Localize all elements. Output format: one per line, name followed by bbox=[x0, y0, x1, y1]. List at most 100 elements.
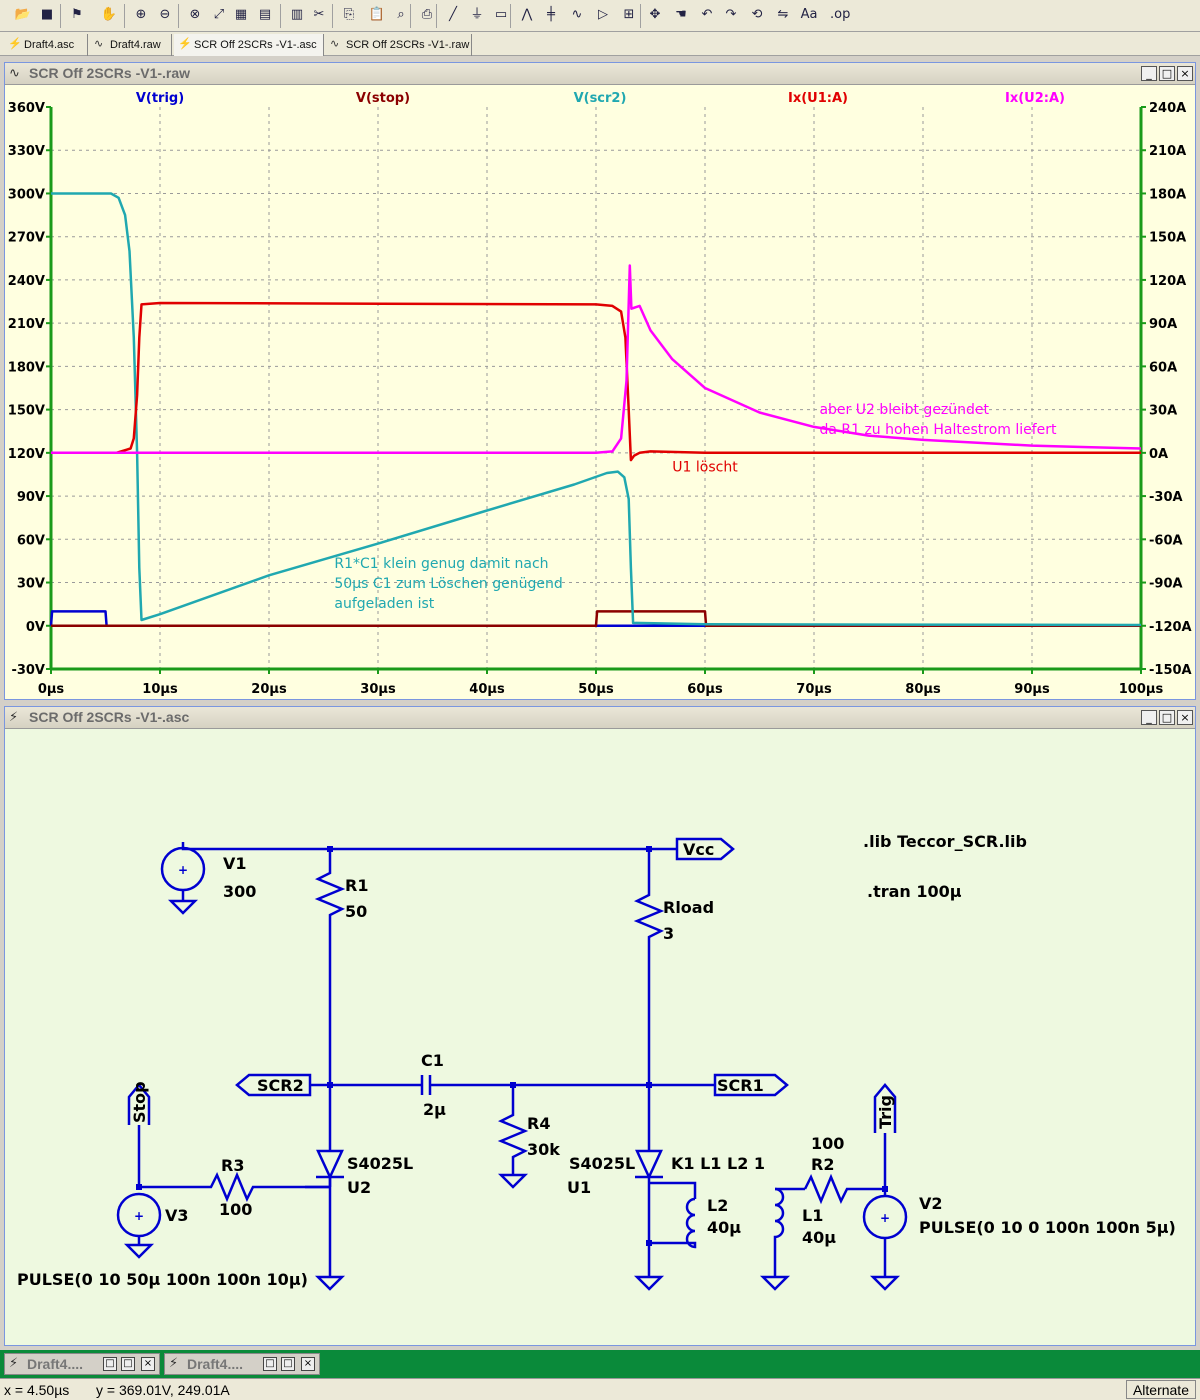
waveform-chart[interactable]: 0µs 10µs 20µs 30µs 40µs 50µs 60µs 70µs 80µs 90µs 1… bbox=[5, 85, 1195, 699]
toolbar-separator bbox=[436, 4, 437, 28]
ground-icon[interactable]: ⏚ bbox=[470, 7, 484, 22]
r2-resistor bbox=[803, 1173, 885, 1205]
print-icon[interactable]: ⎙ bbox=[421, 7, 433, 22]
plot-area[interactable]: 0µs 10µs 20µs 30µs 40µs 50µs 60µs 70µs 80µs 90µs 1… bbox=[5, 85, 1195, 699]
save-icon[interactable]: ■ bbox=[40, 7, 54, 22]
grid-icon[interactable]: ▦ bbox=[234, 7, 248, 22]
tab-label: Draft4.raw bbox=[110, 39, 161, 51]
minimized-window-draft4[interactable]: ⚡ Draft4.... □ □ × bbox=[164, 1353, 320, 1375]
ground-icon bbox=[123, 1243, 155, 1259]
redo-icon[interactable]: ↷ bbox=[725, 7, 737, 22]
close-button[interactable]: × bbox=[141, 1357, 155, 1371]
zoom-in-icon[interactable]: ⊕ bbox=[135, 7, 147, 22]
x-tick-label: 80µs bbox=[905, 682, 941, 697]
v3-name: V3 bbox=[165, 1206, 189, 1225]
toolbar-separator bbox=[640, 4, 641, 28]
y-tick-label-left: -30V bbox=[11, 663, 45, 678]
scr2-net-text: SCR2 bbox=[257, 1076, 304, 1095]
c1-name: C1 bbox=[421, 1051, 444, 1070]
v1-polarity: + bbox=[178, 863, 188, 877]
y-tick-label-left: 0V bbox=[26, 620, 45, 635]
maximize-button[interactable]: □ bbox=[281, 1357, 295, 1371]
capacitor-icon[interactable]: ╪ bbox=[547, 7, 555, 22]
c1-value: 2µ bbox=[423, 1100, 446, 1119]
junction-dot bbox=[327, 846, 333, 852]
restore-button[interactable]: □ bbox=[103, 1357, 117, 1371]
open-icon[interactable]: 📂 bbox=[14, 7, 32, 22]
resistor-icon[interactable]: ⋀ bbox=[521, 7, 533, 22]
zoom-out-icon[interactable]: ⊖ bbox=[159, 7, 171, 22]
rload-resistor bbox=[633, 849, 665, 1151]
y-tick-label-left: 270V bbox=[8, 231, 45, 246]
ground-icon bbox=[633, 1275, 665, 1291]
schematic-icon: ⚡ bbox=[9, 1356, 19, 1371]
y-tick-label-right: -30A bbox=[1149, 490, 1183, 505]
cut-icon[interactable]: ✂ bbox=[313, 7, 325, 22]
schematic-icon: ⚡ bbox=[8, 38, 22, 50]
vcc-net-label bbox=[675, 837, 735, 861]
spice-directive-icon[interactable]: .op bbox=[830, 7, 851, 22]
minimize-button[interactable]: _ bbox=[1141, 66, 1157, 81]
text-icon[interactable]: Aa bbox=[800, 7, 818, 22]
waveform-window-title: SCR Off 2SCRs -V1-.raw bbox=[29, 65, 191, 81]
mirror-icon[interactable]: ⇋ bbox=[777, 7, 789, 22]
window-cascade-icon[interactable]: ▥ bbox=[290, 7, 304, 22]
close-button[interactable]: × bbox=[1177, 66, 1193, 81]
inductor-icon[interactable]: ∿ bbox=[571, 7, 583, 22]
tab-draft4-asc[interactable]: ⚡ Draft4.asc bbox=[4, 34, 88, 56]
tab-scr-off-raw[interactable]: ∿ SCR Off 2SCRs -V1-.raw bbox=[326, 34, 472, 56]
rload-value: 3 bbox=[663, 924, 674, 943]
y-tick-label-right: 0A bbox=[1149, 447, 1168, 462]
minimize-button[interactable]: _ bbox=[1141, 710, 1157, 725]
rotate-icon[interactable]: ⟲ bbox=[751, 7, 763, 22]
run-icon[interactable]: ⚑ bbox=[71, 7, 83, 22]
junction-dot bbox=[646, 846, 652, 852]
component-icon[interactable]: ⊞ bbox=[623, 7, 635, 22]
legend-entry: V(stop) bbox=[356, 91, 410, 106]
zoom-fit-icon[interactable]: ⊗ bbox=[189, 7, 201, 22]
close-button[interactable]: × bbox=[301, 1357, 315, 1371]
k1-directive: K1 L1 L2 1 bbox=[671, 1154, 765, 1173]
tab-scr-off-asc[interactable]: ⚡ SCR Off 2SCRs -V1-.asc bbox=[174, 34, 324, 56]
schematic-canvas[interactable]: + + + V1 300 R1 50 Rload 3 C1 2µ R4 30k … bbox=[5, 729, 1195, 1345]
chart-annotation: da R1 zu hohen Haltestrom liefert bbox=[819, 422, 1057, 438]
ground-icon bbox=[759, 1275, 791, 1291]
minimized-window-draft4[interactable]: ⚡ Draft4.... □ □ × bbox=[4, 1353, 160, 1375]
drag-icon[interactable]: ☚ bbox=[675, 7, 687, 22]
tab-draft4-raw[interactable]: ∿ Draft4.raw bbox=[90, 34, 172, 56]
restore-button[interactable]: □ bbox=[1159, 66, 1175, 81]
restore-button[interactable]: □ bbox=[1159, 710, 1175, 725]
toolbar-separator bbox=[332, 4, 333, 28]
y-tick-label-right: -90A bbox=[1149, 577, 1183, 592]
l2-name: L2 bbox=[707, 1196, 728, 1215]
y-tick-label-left: 150V bbox=[8, 404, 45, 419]
ground-icon bbox=[314, 1275, 346, 1291]
r3-value: 100 bbox=[219, 1200, 252, 1219]
move-icon[interactable]: ✥ bbox=[649, 7, 661, 22]
junction-dot bbox=[646, 1082, 652, 1088]
schematic-drawing[interactable]: + + + V1 300 R1 50 Rload 3 C1 2µ R4 30k … bbox=[5, 729, 1195, 1345]
undo-icon[interactable]: ↶ bbox=[701, 7, 713, 22]
close-button[interactable]: × bbox=[1177, 710, 1193, 725]
x-tick-label: 60µs bbox=[687, 682, 723, 697]
toolbar-separator bbox=[280, 4, 281, 28]
autorange-icon[interactable]: ⤢ bbox=[213, 7, 225, 22]
paste-icon[interactable]: 📋 bbox=[368, 7, 386, 22]
legend-entry: V(trig) bbox=[136, 91, 184, 106]
c1-capacitor bbox=[420, 1075, 432, 1095]
ground-icon bbox=[167, 899, 199, 915]
y-tick-label-right: 180A bbox=[1149, 187, 1186, 202]
y-tick-label-right: 60A bbox=[1149, 360, 1177, 375]
find-icon[interactable]: ⌕ bbox=[397, 7, 405, 22]
maximize-button[interactable]: □ bbox=[121, 1357, 135, 1371]
wire-icon[interactable]: ╱ bbox=[449, 7, 457, 22]
label-icon[interactable]: ▭ bbox=[494, 7, 508, 22]
r4-resistor bbox=[497, 1085, 529, 1175]
diode-icon[interactable]: ▷ bbox=[598, 7, 608, 22]
halt-icon[interactable]: ✋ bbox=[100, 7, 118, 22]
window-tile-icon[interactable]: ▤ bbox=[258, 7, 272, 22]
x-tick-label: 70µs bbox=[796, 682, 832, 697]
restore-button[interactable]: □ bbox=[263, 1357, 277, 1371]
copy-icon[interactable]: ⎘ bbox=[343, 7, 355, 22]
v2-polarity: + bbox=[880, 1211, 890, 1225]
